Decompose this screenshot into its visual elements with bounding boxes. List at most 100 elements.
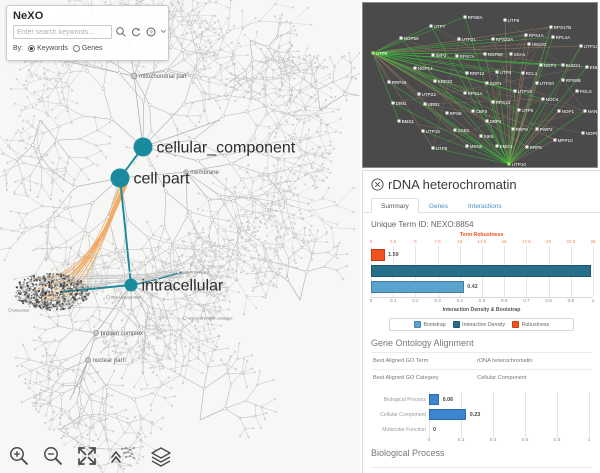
tree-node-label: ribosomal subunit — [75, 284, 107, 289]
tree-node-highlighted[interactable] — [110, 168, 130, 188]
go-chart-gridline — [493, 392, 494, 438]
gene-node[interactable] — [399, 36, 403, 40]
gene-node[interactable] — [431, 146, 435, 150]
chart-bar — [371, 249, 386, 261]
radio-keywords-dot[interactable] — [28, 45, 36, 52]
gene-node[interactable] — [575, 89, 579, 93]
fit-screen-icon[interactable] — [76, 445, 98, 467]
legend-item[interactable]: Bootstrap — [413, 321, 446, 328]
gene-node[interactable] — [579, 44, 583, 48]
chevron-down-icon[interactable] — [160, 26, 167, 38]
gene-node[interactable] — [503, 18, 507, 22]
gene-node[interactable] — [433, 79, 437, 83]
close-circle-icon[interactable] — [371, 178, 384, 191]
gene-node[interactable] — [495, 144, 499, 148]
tree-node-highlighted[interactable] — [124, 278, 138, 292]
search-input[interactable] — [13, 25, 112, 39]
gene-node[interactable] — [507, 162, 511, 166]
gene-node[interactable] — [557, 109, 561, 113]
gene-node-label: UTP18 — [518, 89, 533, 94]
gene-node[interactable] — [483, 52, 487, 56]
zoom-out-icon[interactable] — [42, 445, 64, 467]
ontology-tree-canvas[interactable]: protein complex ribosomal subunit ribonucl… — [0, 0, 360, 473]
tree-node-highlighted[interactable] — [133, 137, 153, 157]
zoom-in-icon[interactable] — [8, 445, 30, 467]
gene-node[interactable] — [465, 144, 469, 148]
gene-node[interactable] — [465, 71, 469, 75]
gene-node[interactable] — [463, 91, 467, 95]
gene-node[interactable] — [517, 108, 521, 112]
gene-node[interactable] — [511, 127, 515, 131]
gene-node[interactable] — [491, 100, 495, 104]
gene-node[interactable] — [551, 35, 555, 39]
gene-node[interactable] — [445, 111, 449, 115]
detail-tabs[interactable]: Summary Genes Interactions — [363, 197, 600, 213]
gene-node[interactable] — [463, 15, 467, 19]
gene-node[interactable] — [549, 25, 553, 29]
gene-node[interactable] — [524, 33, 528, 37]
gene-node[interactable] — [453, 128, 457, 132]
radio-genes-dot[interactable] — [72, 45, 80, 52]
help-icon[interactable]: ? — [145, 26, 157, 38]
gene-node[interactable] — [583, 109, 587, 113]
gene-node[interactable] — [525, 145, 529, 149]
gene-node[interactable] — [561, 78, 565, 82]
reset-icon[interactable] — [130, 26, 142, 38]
radio-genes[interactable]: Genes — [72, 45, 102, 52]
gene-node[interactable] — [429, 24, 433, 28]
gene-node[interactable] — [485, 119, 489, 123]
gene-node-label: URB1 — [428, 102, 441, 107]
gene-node[interactable] — [431, 53, 435, 57]
gene-node[interactable] — [457, 37, 461, 41]
gene-node[interactable] — [391, 101, 395, 105]
chart-gridline — [593, 246, 594, 297]
gene-node[interactable] — [421, 129, 425, 133]
collapse-network-icon[interactable] — [110, 445, 138, 467]
gene-node[interactable] — [527, 42, 531, 46]
gene-node[interactable] — [581, 131, 585, 135]
radio-keywords[interactable]: Keywords — [28, 45, 68, 52]
term-detail-panel[interactable]: rDNA heterochromatin Summary Genes Inter… — [362, 170, 600, 473]
gene-node[interactable] — [397, 119, 401, 123]
search-icon[interactable] — [115, 26, 127, 38]
gene-node[interactable] — [585, 65, 589, 69]
tab-genes[interactable]: Genes — [428, 203, 448, 210]
legend-item[interactable]: Interaction Density — [452, 321, 505, 328]
gene-node[interactable] — [539, 63, 543, 67]
gene-node[interactable] — [513, 89, 517, 93]
search-mode-radio-group[interactable]: By: Keywords Genes — [13, 45, 162, 52]
gene-node-label: RRP45 — [392, 80, 407, 85]
gene-node[interactable] — [479, 134, 483, 138]
gene-node[interactable] — [417, 92, 421, 96]
search-panel[interactable]: NeXO ? By: Keywor — [6, 5, 169, 61]
tab-interactions[interactable]: Interactions — [467, 203, 502, 210]
gene-node[interactable] — [485, 81, 489, 85]
gene-network-view[interactable]: UTP9 NOP56 UTP7 RPS8A UTP6 RPS17B UTP21 RPS22A R… — [362, 2, 598, 168]
gene-node[interactable] — [491, 37, 495, 41]
gene-node[interactable] — [455, 54, 459, 58]
layers-icon[interactable] — [150, 445, 172, 467]
gene-node[interactable] — [535, 81, 539, 85]
tree-node-label: nuclear part — [93, 358, 125, 364]
gene-node[interactable] — [371, 51, 375, 55]
gene-node[interactable] — [561, 63, 565, 67]
gene-node[interactable] — [495, 70, 499, 74]
gene-node[interactable] — [413, 66, 417, 70]
legend-item[interactable]: Robustness — [512, 321, 549, 328]
tab-summary[interactable]: Summary — [371, 198, 419, 213]
tree-toolbar[interactable] — [8, 445, 172, 467]
chart-top-axis-title: Term Robustness — [459, 232, 504, 238]
gene-node[interactable] — [535, 127, 539, 131]
search-row[interactable]: ? — [13, 25, 166, 39]
gene-network-canvas[interactable]: UTP9 NOP56 UTP7 RPS8A UTP6 RPS17B UTP21 RPS22A R… — [363, 3, 598, 168]
gene-node[interactable] — [509, 52, 513, 56]
axis-tick-label: 17.5 — [521, 239, 531, 244]
gene-node[interactable] — [387, 80, 391, 84]
gene-node[interactable] — [423, 102, 427, 106]
gene-node[interactable] — [521, 71, 525, 75]
gene-node[interactable] — [553, 138, 557, 142]
gene-node[interactable] — [471, 109, 475, 113]
gene-node[interactable] — [541, 97, 545, 101]
ontology-tree-view[interactable]: protein complex ribosomal subunit ribonucl… — [0, 0, 360, 473]
gene-node-label: UTP20 — [540, 81, 555, 86]
